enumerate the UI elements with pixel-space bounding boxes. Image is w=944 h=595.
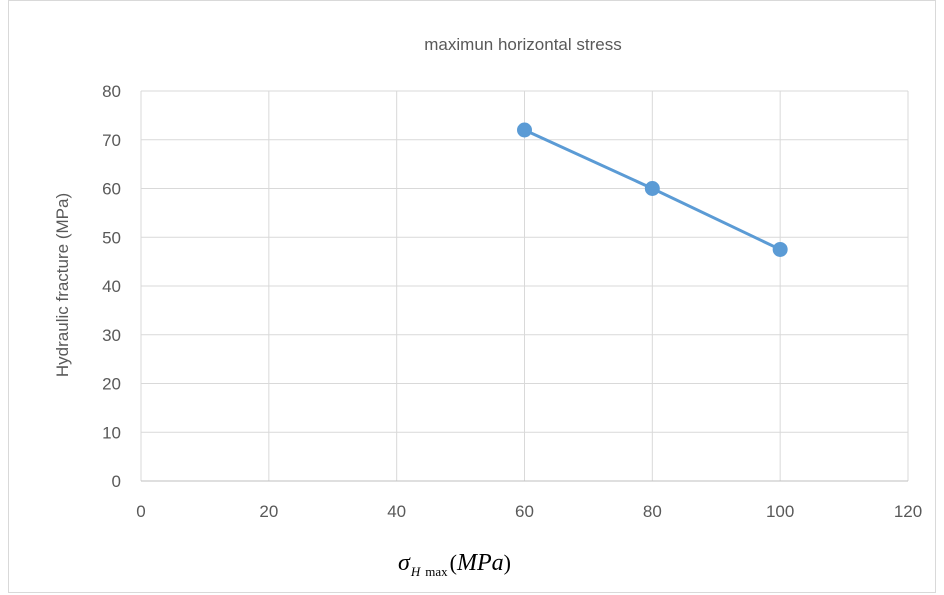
y-tick-label: 60 <box>102 180 121 199</box>
x-axis-title: σH max(MPa) <box>398 550 511 579</box>
x-tick-label: 20 <box>259 502 278 521</box>
x-axis-unit: MPa <box>456 550 504 576</box>
x-axis-subscript-max: max <box>425 564 448 579</box>
x-axis-paren-open: ( <box>450 550 457 575</box>
y-tick-label: 50 <box>102 228 121 247</box>
x-tick-label: 40 <box>387 502 406 521</box>
y-tick-label: 10 <box>102 423 121 442</box>
grid <box>140 90 909 481</box>
y-tick-label: 80 <box>102 82 121 101</box>
y-tick-label: 70 <box>102 131 121 150</box>
chart-frame <box>8 0 936 593</box>
y-tick-label: 40 <box>102 277 121 296</box>
y-tick-label: 30 <box>102 326 121 345</box>
x-tick-label: 0 <box>136 502 145 521</box>
chart-title: maximun horizontal stress <box>424 35 621 54</box>
x-axis-symbol: σ <box>398 550 411 576</box>
data-point <box>772 241 788 257</box>
x-axis-paren-close: ) <box>504 550 511 575</box>
y-tick-label: 0 <box>112 472 121 491</box>
data-point <box>644 181 660 196</box>
x-tick-label: 80 <box>643 502 662 521</box>
x-tick-label: 120 <box>894 502 922 521</box>
x-tick-labels: 0 20 40 60 80 100 120 <box>136 502 922 521</box>
y-axis-title: Hydraulic fracture (MPa) <box>53 193 72 377</box>
y-tick-labels: 0 10 20 30 40 50 60 70 80 <box>102 82 121 491</box>
series <box>517 122 788 257</box>
x-tick-label: 100 <box>766 502 794 521</box>
y-tick-label: 20 <box>102 375 121 394</box>
x-tick-label: 60 <box>515 502 534 521</box>
x-axis-subscript-h: H <box>410 564 421 579</box>
data-point <box>517 122 532 138</box>
